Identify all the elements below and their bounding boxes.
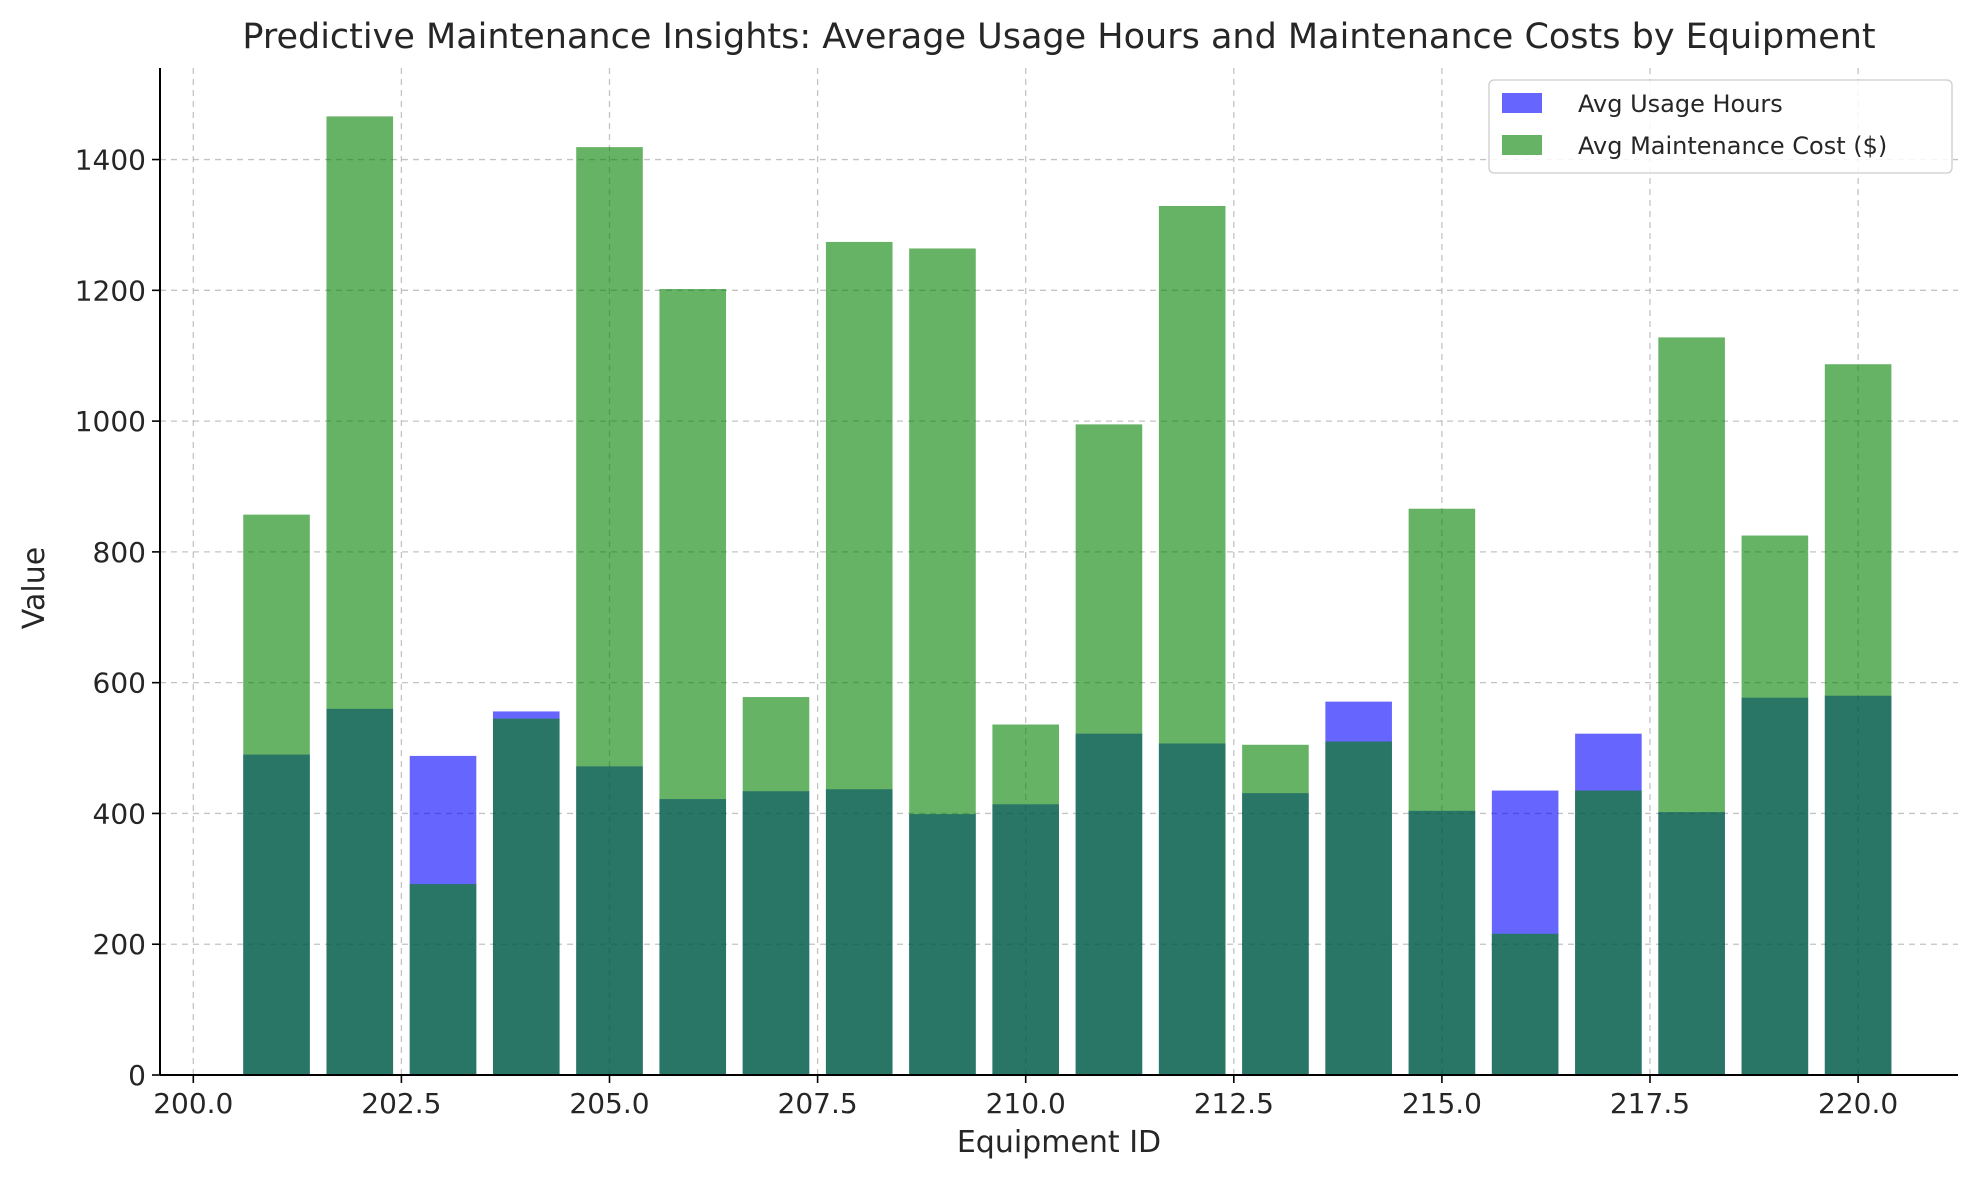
x-tick-label: 207.5: [778, 1087, 858, 1120]
bar-maintenance-cost: [1325, 741, 1392, 1075]
y-tick-label: 0: [128, 1059, 146, 1092]
bar-maintenance-cost: [492, 718, 560, 1075]
bar-maintenance-cost: [1658, 337, 1725, 1076]
legend-swatch-usage-hours: [1502, 93, 1542, 113]
y-axis-label: Value: [17, 547, 52, 629]
bar-maintenance-cost: [409, 884, 477, 1075]
y-tick-label: 600: [93, 667, 146, 700]
y-tick-label: 1000: [75, 405, 146, 438]
bars-layer: [243, 116, 1892, 1076]
legend-swatch-maintenance-cost: [1502, 135, 1542, 155]
x-tick-label: 212.5: [1194, 1087, 1274, 1120]
legend-label-usage-hours: Avg Usage Hours: [1578, 90, 1783, 118]
bar-maintenance-cost: [576, 147, 643, 1075]
bar-maintenance-cost: [1242, 744, 1309, 1075]
x-tick-label: 217.5: [1610, 1087, 1690, 1120]
bar-maintenance-cost: [1824, 364, 1892, 1075]
x-tick-label: 210.0: [986, 1087, 1066, 1120]
legend: Avg Usage Hours Avg Maintenance Cost ($): [1488, 79, 1953, 174]
axes-layer: [159, 68, 1958, 1076]
bar-maintenance-cost: [742, 697, 810, 1075]
bar-maintenance-cost: [1075, 424, 1143, 1075]
y-tick-label: 1200: [75, 274, 146, 307]
y-tick-label: 800: [93, 536, 146, 569]
bar-maintenance-cost: [1491, 933, 1559, 1075]
bar-maintenance-cost: [992, 724, 1059, 1075]
x-tick-label: 220.0: [1818, 1087, 1898, 1120]
ticks-layer: 200.0 202.5 205.0 207.5 210.0 212.5 215.0 217.5…: [75, 144, 1898, 1120]
y-tick-label: 200: [93, 928, 146, 961]
x-axis-label: Equipment ID: [957, 1125, 1161, 1160]
bar-maintenance-cost: [326, 116, 394, 1076]
x-tick-label: 205.0: [569, 1087, 649, 1120]
bar-maintenance-cost: [659, 289, 727, 1076]
x-tick-label: 200.0: [153, 1087, 233, 1120]
legend-frame: [1488, 79, 1953, 174]
legend-label-maintenance-cost: Avg Maintenance Cost ($): [1578, 132, 1887, 160]
bar-maintenance-cost: [1575, 790, 1642, 1075]
bar-maintenance-cost: [1158, 205, 1226, 1076]
bar-maintenance-cost: [825, 241, 893, 1075]
bar-maintenance-cost: [1408, 508, 1476, 1076]
y-tick-label: 1400: [75, 144, 146, 177]
chart-title: Predictive Maintenance Insights: Average…: [242, 17, 1875, 57]
bar-maintenance-cost: [909, 248, 976, 1075]
x-tick-label: 202.5: [361, 1087, 441, 1120]
x-tick-label: 215.0: [1402, 1087, 1482, 1120]
y-tick-label: 400: [93, 797, 146, 830]
bar-maintenance-cost: [243, 514, 310, 1075]
bar-maintenance-cost: [1741, 535, 1809, 1075]
